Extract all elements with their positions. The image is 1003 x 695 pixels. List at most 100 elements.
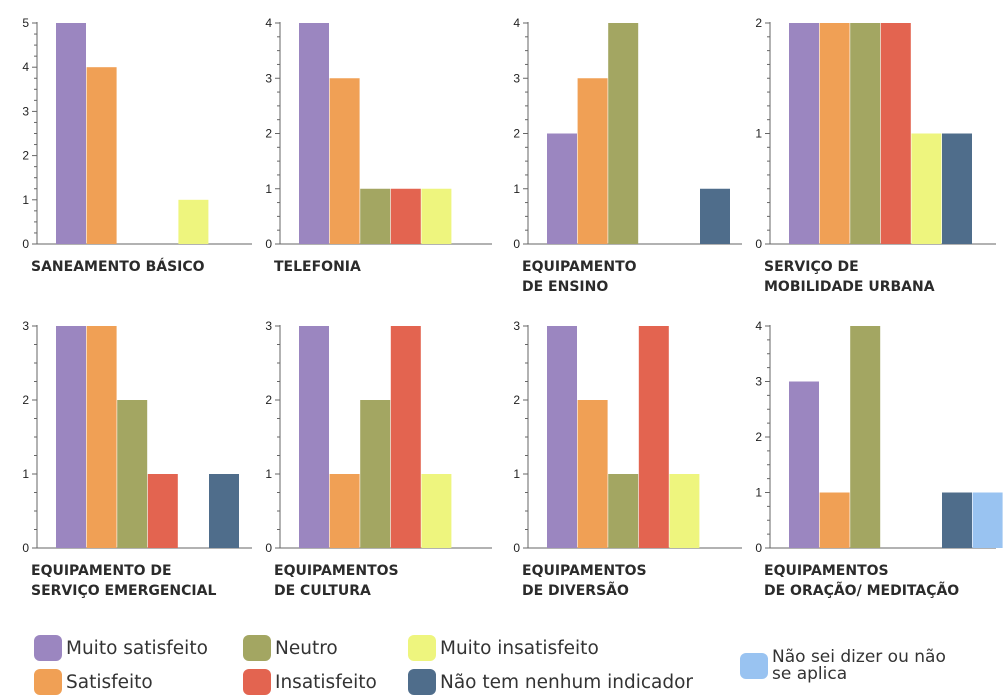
chart-panel: 0 1 2 3 EQUIPAMENTO DE SERVIÇO EMERGENCIAL bbox=[22, 319, 252, 599]
legend-swatch-satisfeito bbox=[34, 669, 62, 695]
bar-nenhum-indicador bbox=[942, 133, 972, 244]
chart-panel: 0 1 2 3 4 5 SANEAMENTO BÁSICO bbox=[22, 16, 252, 275]
chart-title: EQUIPAMENTOS bbox=[522, 563, 647, 579]
chart-title: DE ENSINO bbox=[522, 279, 608, 295]
bar-nenhum-indicador bbox=[942, 492, 972, 548]
bar-satisfeito bbox=[577, 400, 608, 548]
bar-neutro bbox=[117, 400, 148, 548]
bar-muito-insatisfeito bbox=[911, 133, 942, 244]
legend-label: Não tem nenhum indicador bbox=[440, 671, 694, 693]
chart-panel: 0 1 2 3 4 EQUIPAMENTO DE ENSINO bbox=[513, 16, 742, 295]
chart-title: EQUIPAMENTO bbox=[522, 259, 637, 275]
legend-swatch-muito-insatisfeito bbox=[408, 635, 436, 661]
chart-title: SANEAMENTO BÁSICO bbox=[31, 258, 205, 275]
y-tick-label: 2 bbox=[755, 430, 762, 444]
y-tick-label: 1 bbox=[22, 193, 29, 207]
y-tick-label: 1 bbox=[22, 467, 29, 481]
chart-title: EQUIPAMENTOS bbox=[764, 563, 889, 579]
bar-muito-insatisfeito bbox=[421, 474, 452, 548]
bar-muito-satisfeito bbox=[299, 23, 329, 244]
legend-label: Muito satisfeito bbox=[66, 637, 208, 659]
bar-satisfeito bbox=[86, 67, 117, 244]
bar-neutro bbox=[360, 188, 391, 244]
y-tick-label: 4 bbox=[265, 16, 272, 30]
y-tick-label: 1 bbox=[513, 182, 520, 196]
chart-panel: 0 1 2 3 4 TELEFONIA bbox=[265, 16, 492, 275]
bar-satisfeito bbox=[86, 326, 117, 548]
bar-insatisfeito bbox=[390, 188, 421, 244]
y-tick-label: 1 bbox=[513, 467, 520, 481]
legend-item-satisfeito: Satisfeito bbox=[34, 669, 153, 695]
y-tick-label: 2 bbox=[513, 393, 520, 407]
y-tick-label: 0 bbox=[755, 237, 762, 251]
chart-panel: 0 1 2 3 4 EQUIPAMENTOS DE ORAÇÃO/ MEDITAÇÃO bbox=[755, 319, 1003, 599]
bar-neutro bbox=[850, 23, 881, 244]
chart-title: DE CULTURA bbox=[274, 583, 371, 599]
bar-insatisfeito bbox=[390, 326, 421, 548]
bar-insatisfeito bbox=[147, 474, 178, 548]
legend-item-insatisfeito: Insatisfeito bbox=[243, 669, 377, 695]
legend-label: Não sei dizer ou não se aplica bbox=[772, 647, 946, 684]
legend-item-nenhum-indicador: Não tem nenhum indicador bbox=[408, 669, 693, 695]
y-tick-label: 0 bbox=[22, 541, 29, 555]
bar-muito-satisfeito bbox=[789, 23, 819, 244]
bar-muito-insatisfeito bbox=[669, 474, 700, 548]
bar-muito-satisfeito bbox=[56, 326, 86, 548]
bar-muito-insatisfeito bbox=[178, 199, 209, 244]
legend-label: Satisfeito bbox=[66, 671, 153, 693]
y-tick-label: 0 bbox=[755, 541, 762, 555]
legend-label: Muito insatisfeito bbox=[440, 637, 599, 659]
bar-nao-sei bbox=[972, 492, 1003, 548]
bar-satisfeito bbox=[819, 23, 850, 244]
bar-insatisfeito bbox=[638, 326, 669, 548]
chart-title: DE ORAÇÃO/ MEDITAÇÃO bbox=[764, 582, 959, 599]
y-tick-label: 2 bbox=[22, 393, 29, 407]
y-tick-label: 1 bbox=[755, 127, 762, 141]
bar-insatisfeito bbox=[880, 23, 911, 244]
y-tick-label: 4 bbox=[513, 16, 520, 30]
legend-label: Insatisfeito bbox=[275, 671, 377, 693]
bar-satisfeito bbox=[577, 78, 608, 244]
y-tick-label: 0 bbox=[265, 237, 272, 251]
legend-swatch-insatisfeito bbox=[243, 669, 271, 695]
legend-swatch-muito-satisfeito bbox=[34, 635, 62, 661]
chart-title: DE DIVERSÃO bbox=[522, 582, 629, 599]
bar-nenhum-indicador bbox=[700, 188, 730, 244]
y-tick-label: 1 bbox=[265, 182, 272, 196]
chart-title: MOBILIDADE URBANA bbox=[764, 279, 935, 295]
bar-muito-satisfeito bbox=[547, 326, 577, 548]
y-tick-label: 0 bbox=[265, 541, 272, 555]
bar-satisfeito bbox=[329, 474, 360, 548]
y-tick-label: 2 bbox=[265, 127, 272, 141]
chart-panel: 0 1 2 SERVIÇO DE MOBILIDADE URBANA bbox=[755, 16, 996, 295]
bar-satisfeito bbox=[819, 492, 850, 548]
y-tick-label: 1 bbox=[755, 486, 762, 500]
y-tick-label: 2 bbox=[22, 149, 29, 163]
bar-neutro bbox=[608, 474, 639, 548]
chart-panel: 0 1 2 3 EQUIPAMENTOS DE DIVERSÃO bbox=[513, 319, 742, 599]
legend-item-muito-satisfeito: Muito satisfeito bbox=[34, 635, 208, 661]
y-tick-label: 0 bbox=[22, 237, 29, 251]
chart-title: SERVIÇO DE bbox=[764, 259, 859, 275]
bar-nenhum-indicador bbox=[209, 474, 239, 548]
y-tick-label: 0 bbox=[513, 541, 520, 555]
y-tick-label: 5 bbox=[22, 16, 29, 30]
y-tick-label: 3 bbox=[265, 319, 272, 333]
bar-neutro bbox=[850, 326, 881, 548]
y-tick-label: 3 bbox=[513, 71, 520, 85]
y-tick-label: 3 bbox=[755, 375, 762, 389]
bar-satisfeito bbox=[329, 78, 360, 244]
legend-swatch-nenhum-indicador bbox=[408, 669, 436, 695]
y-tick-label: 1 bbox=[265, 467, 272, 481]
legend-swatch-nao-sei bbox=[740, 653, 768, 679]
y-tick-label: 2 bbox=[755, 16, 762, 30]
y-tick-label: 2 bbox=[513, 127, 520, 141]
bar-muito-insatisfeito bbox=[421, 188, 452, 244]
chart-title: EQUIPAMENTOS bbox=[274, 563, 399, 579]
chart-title: EQUIPAMENTO DE bbox=[31, 563, 172, 579]
chart-title: SERVIÇO EMERGENCIAL bbox=[31, 583, 216, 599]
chart-title: TELEFONIA bbox=[274, 259, 361, 275]
legend-item-nao-sei: Não sei dizer ou não se aplica bbox=[740, 649, 962, 683]
